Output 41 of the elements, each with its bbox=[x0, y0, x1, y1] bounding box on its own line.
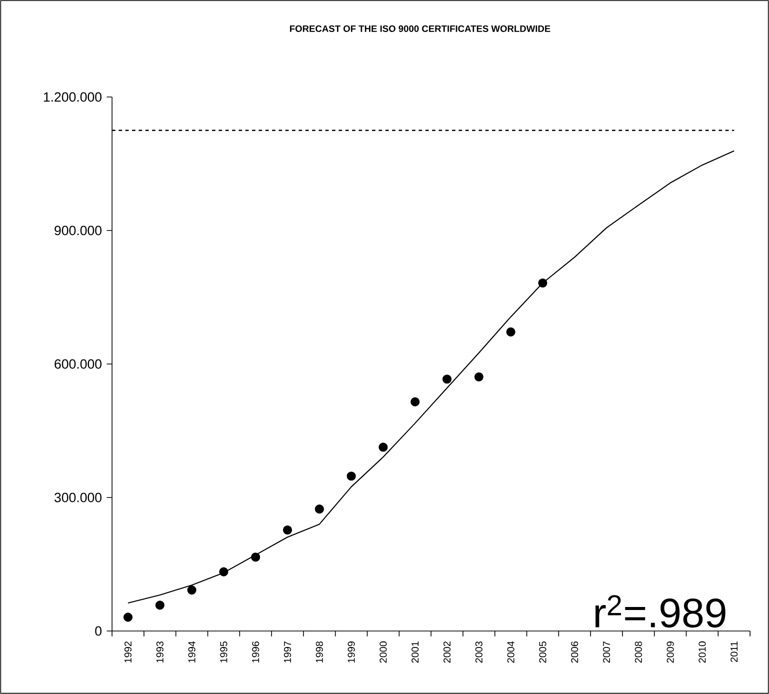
x-tick-label: 2011 bbox=[730, 642, 738, 662]
point bbox=[251, 552, 260, 562]
chart-title: FORECAST OF THE ISO 9000 CERTIFICATES WORLDWIDE bbox=[290, 25, 550, 32]
x-tick-label: 2001 bbox=[412, 642, 419, 663]
point bbox=[123, 612, 133, 622]
x-tick-label: 2009 bbox=[666, 642, 674, 663]
point bbox=[474, 372, 484, 382]
x-tick-label: 2002 bbox=[443, 642, 451, 663]
point bbox=[378, 442, 388, 452]
y-tick-label: 0 bbox=[95, 626, 102, 636]
x-tick-label: 1995 bbox=[220, 641, 228, 662]
x-tick-label: 1993 bbox=[156, 641, 164, 662]
y-tick-label: 300.000 bbox=[54, 492, 102, 502]
y-tick-label: 900.000 bbox=[54, 226, 102, 236]
point bbox=[410, 397, 420, 406]
x-tick-label: 1999 bbox=[348, 642, 355, 662]
point bbox=[219, 567, 228, 576]
point bbox=[442, 374, 452, 384]
point bbox=[314, 504, 324, 514]
x-tick-label: 2004 bbox=[507, 641, 514, 663]
x-tick-label: 2008 bbox=[634, 641, 642, 663]
x-tick-label: 1994 bbox=[188, 641, 196, 662]
annotation: r$^{2}$=.989 bbox=[595, 595, 726, 628]
x-tick-label: 1997 bbox=[284, 642, 292, 662]
x-tick-label: 2000 bbox=[380, 641, 387, 663]
y-tick-label: 600.000 bbox=[54, 359, 102, 369]
y-tick-label: 1.200.000 bbox=[44, 92, 102, 102]
point bbox=[187, 586, 196, 595]
x-tick-label: 1996 bbox=[252, 641, 260, 662]
point bbox=[155, 600, 164, 610]
x-tick-label: 2007 bbox=[602, 642, 610, 663]
x-tick-label: 1992 bbox=[124, 642, 132, 662]
x-tick-label: 2003 bbox=[475, 641, 482, 663]
point bbox=[282, 525, 292, 535]
point bbox=[538, 278, 548, 288]
x-tick-label: 2005 bbox=[539, 641, 546, 663]
x-tick-label: 2006 bbox=[571, 641, 578, 663]
point bbox=[346, 472, 356, 481]
point bbox=[506, 327, 516, 336]
x-tick-label: 1998 bbox=[316, 641, 323, 662]
x-tick-label: 2010 bbox=[698, 641, 706, 663]
